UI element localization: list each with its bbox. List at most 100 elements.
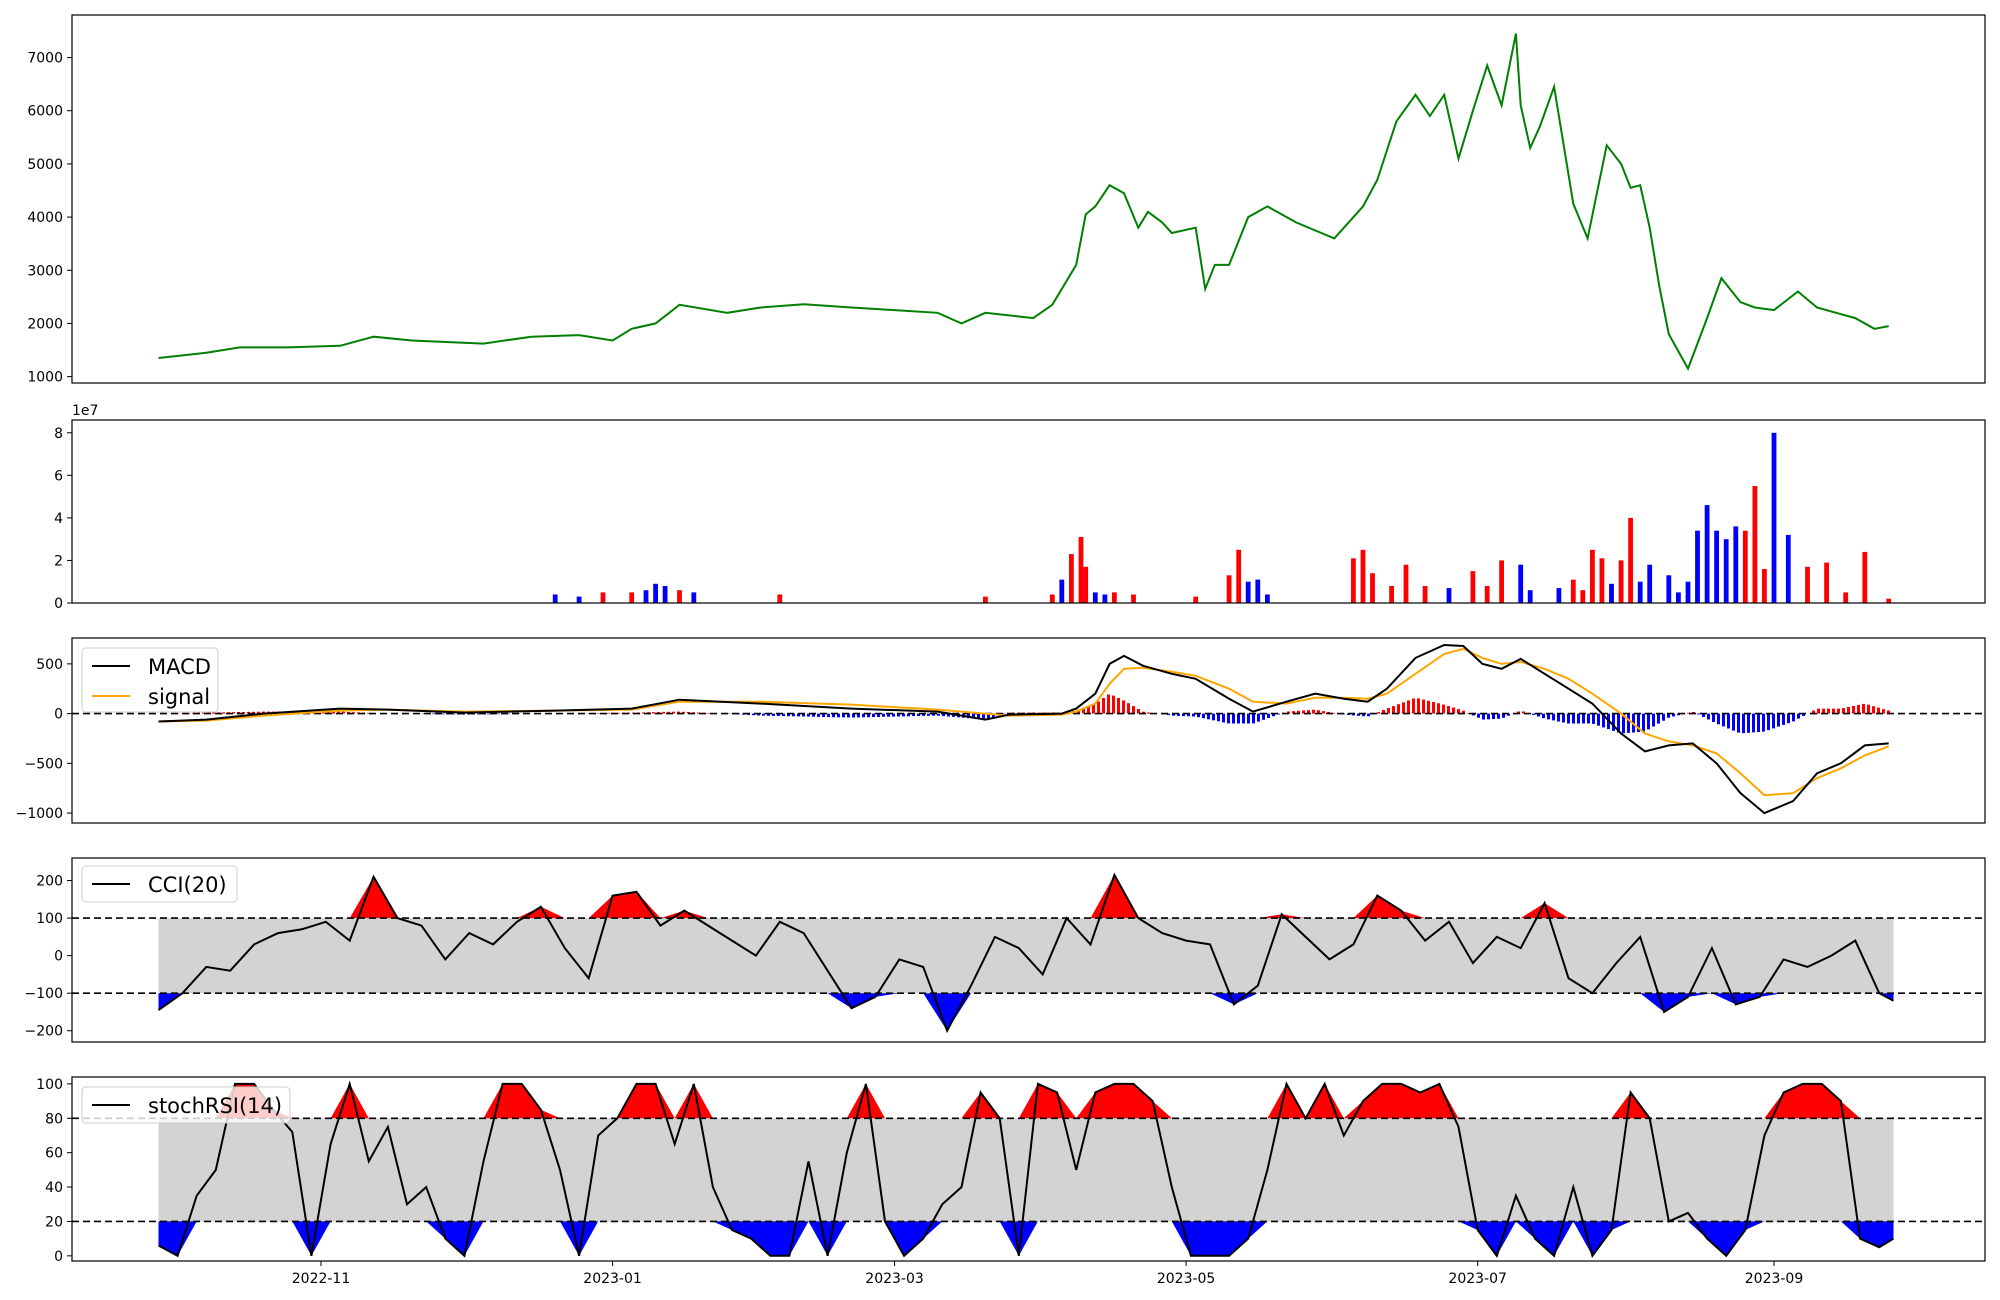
- volume-bar: [1666, 575, 1672, 603]
- price-ytick-label: 5000: [27, 157, 63, 173]
- cci-y-axis: −200 −100 0 100 200: [25, 874, 72, 1040]
- macd-histogram-bar: [1677, 713, 1680, 716]
- macd-histogram-bar: [1612, 713, 1615, 731]
- macd-histogram-bar: [887, 713, 890, 717]
- macd-histogram-bar: [1712, 713, 1715, 722]
- volume-bar: [983, 596, 988, 603]
- macd-histogram-bar: [927, 713, 930, 716]
- macd-panel: −1000 −500 0 500 MACD signal: [16, 637, 1986, 824]
- macd-histogram-bar: [942, 713, 945, 717]
- volume-bar: [1446, 588, 1452, 603]
- macd-histogram-bar: [1657, 713, 1660, 724]
- macd-histogram-bar: [802, 713, 805, 717]
- macd-legend: MACD signal: [81, 647, 219, 713]
- stochrsi-plot-area: [72, 1080, 1985, 1259]
- macd-histogram-bar: [1882, 709, 1885, 714]
- stochrsi-ytick-label: 20: [45, 1214, 63, 1230]
- macd-histogram-bar: [1812, 710, 1815, 714]
- price-ytick-label: 1000: [27, 370, 63, 386]
- macd-histogram-bar: [852, 713, 855, 718]
- macd-histogram-bar: [1257, 713, 1260, 722]
- macd-histogram-bar: [1422, 699, 1425, 714]
- price-ytick-label: 7000: [27, 51, 63, 67]
- macd-histogram-bar: [667, 711, 670, 714]
- macd-histogram-bar: [617, 712, 620, 714]
- volume-bar: [1092, 592, 1098, 603]
- volume-bar: [1647, 564, 1653, 603]
- volume-bar: [1685, 581, 1691, 603]
- macd-histogram-bar: [202, 712, 205, 714]
- macd-histogram-bar: [987, 713, 990, 719]
- shared-date-x-axis: 2022-11 2023-01 2023-03 2023-05 2023-07 2023-…: [292, 1261, 1803, 1287]
- volume-bar: [1723, 539, 1729, 603]
- macd-histogram-bar: [877, 713, 880, 717]
- macd-histogram-bar: [797, 713, 800, 717]
- macd-histogram-bar: [1492, 713, 1495, 719]
- volume-bar: [1843, 592, 1849, 603]
- signal-legend-label: signal: [148, 685, 210, 709]
- stochrsi-legend: stochRSI(14): [81, 1086, 291, 1124]
- volume-bar: [677, 590, 682, 603]
- macd-histogram-bar: [1817, 708, 1820, 714]
- cci-legend-box: [81, 865, 238, 903]
- macd-histogram-bar: [1652, 713, 1655, 727]
- volume-bar: [1360, 549, 1366, 603]
- macd-histogram-bar: [882, 713, 885, 717]
- macd-histogram-bar: [1742, 713, 1745, 734]
- macd-histogram-bar: [1227, 713, 1230, 724]
- macd-histogram-bar: [1732, 713, 1735, 731]
- volume-bar: [1245, 581, 1251, 603]
- macd-histogram-bar: [1217, 713, 1220, 722]
- macd-histogram-bar: [1747, 713, 1750, 733]
- volume-bar: [1556, 588, 1562, 603]
- volume-bar: [1637, 581, 1643, 603]
- volume-bar: [1370, 573, 1375, 603]
- volume-bar: [629, 592, 635, 603]
- macd-histogram-bar: [1482, 713, 1485, 720]
- volume-bar: [1527, 590, 1533, 603]
- macd-histogram-bar: [937, 713, 940, 716]
- macd-histogram-bar: [862, 713, 865, 718]
- macd-histogram-bar: [247, 711, 250, 714]
- macd-histogram-bar: [1447, 706, 1450, 714]
- volume-bar: [1422, 586, 1428, 603]
- macd-histogram-bar: [642, 712, 645, 714]
- macd-histogram-bar: [1552, 713, 1555, 721]
- macd-histogram-bar: [1872, 706, 1875, 714]
- macd-histogram-bar: [1212, 713, 1215, 721]
- macd-histogram-bar: [1232, 713, 1235, 724]
- macd-histogram-bar: [907, 713, 910, 717]
- stochrsi-oversold-fill: [158, 1221, 1894, 1256]
- volume-bar: [1824, 562, 1829, 603]
- cci-legend-label: CCI(20): [148, 873, 227, 897]
- macd-histogram-bar: [1697, 713, 1700, 715]
- macd-histogram-bar: [1592, 713, 1595, 724]
- macd-histogram-bar: [1367, 713, 1370, 717]
- macd-histogram-bar: [1802, 713, 1805, 716]
- volume-bar: [662, 586, 668, 603]
- cci-line: [157, 872, 1894, 1034]
- volume-bar: [1102, 594, 1108, 603]
- macd-histogram-bar: [1602, 713, 1605, 728]
- volume-axes-frame: [71, 419, 1986, 604]
- volume-ytick-label: 4: [54, 511, 63, 527]
- macd-histogram-bar: [1787, 713, 1790, 724]
- macd-histogram-bar: [1407, 700, 1410, 714]
- volume-bar: [1226, 575, 1232, 603]
- macd-histogram-bar: [682, 711, 685, 714]
- macd-histogram-bar: [1442, 704, 1445, 714]
- macd-histogram-bar: [1597, 713, 1600, 726]
- volume-bar: [1403, 564, 1409, 603]
- cci-ytick-label: 0: [54, 949, 63, 965]
- macd-histogram-bar: [1667, 713, 1670, 718]
- macd-histogram-bar: [487, 713, 490, 715]
- macd-histogram-bar: [1207, 713, 1210, 720]
- volume-bar: [1351, 558, 1356, 603]
- macd-histogram-bar: [1847, 707, 1850, 714]
- volume-bar: [1193, 596, 1199, 603]
- cci-plot-area: [72, 872, 1985, 1034]
- macd-histogram-bar: [807, 713, 810, 717]
- macd-histogram-bar: [1532, 713, 1535, 715]
- macd-histogram-bar: [1262, 713, 1265, 720]
